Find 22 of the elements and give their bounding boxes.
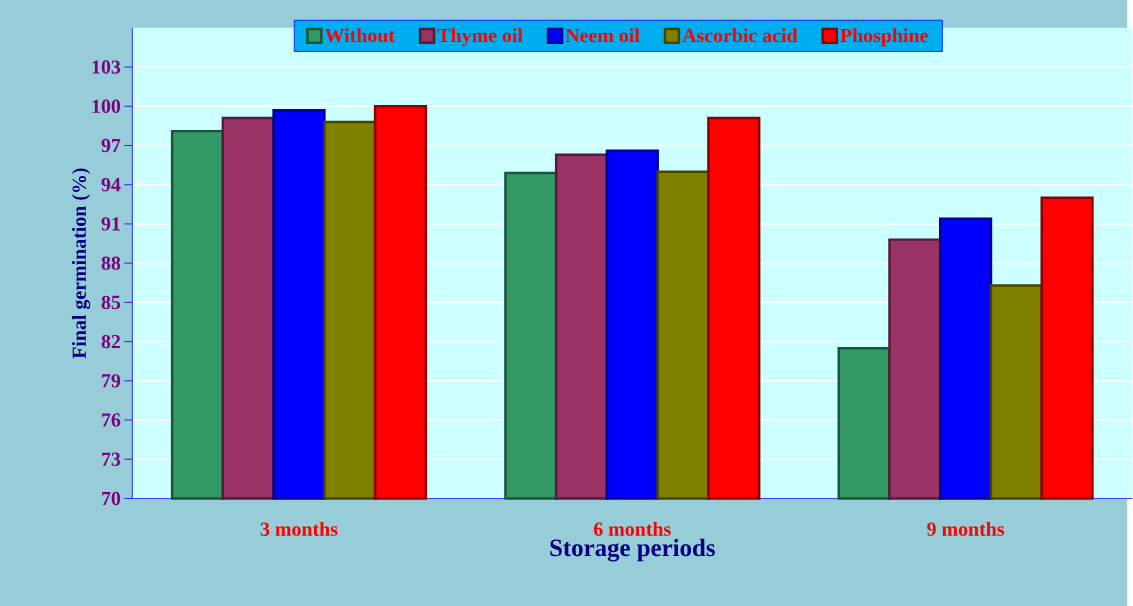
x-tick-label: 3 months (260, 521, 338, 536)
y-tick-label: 91 (101, 217, 120, 231)
y-tick-label: 82 (101, 334, 121, 349)
y-tick-label: 97 (101, 138, 121, 153)
x-tick-label: 9 months (927, 521, 1005, 536)
y-tick-label: 85 (101, 295, 121, 310)
y-tick-label: 73 (102, 452, 121, 466)
y-tick-label: 79 (102, 374, 121, 388)
y-axis-title: Final germination (%) (71, 168, 91, 359)
legend-label: Ascorbic acid (682, 28, 798, 43)
y-tick-label: 100 (92, 99, 121, 114)
y-tick-label: 76 (102, 413, 121, 427)
legend-label: Thyme oil (437, 28, 523, 47)
legend-label: Without (324, 28, 395, 43)
y-tick-label: 88 (101, 256, 121, 270)
legend-label: Phosphine (840, 28, 928, 47)
y-tick-label: 103 (92, 60, 121, 74)
x-tick-label: 6 months (594, 521, 671, 536)
y-tick-label: 70 (102, 491, 121, 506)
x-axis-title: Storage periods (550, 538, 715, 562)
y-tick-label: 94 (101, 178, 121, 192)
legend-label: Neem oil (565, 28, 640, 43)
